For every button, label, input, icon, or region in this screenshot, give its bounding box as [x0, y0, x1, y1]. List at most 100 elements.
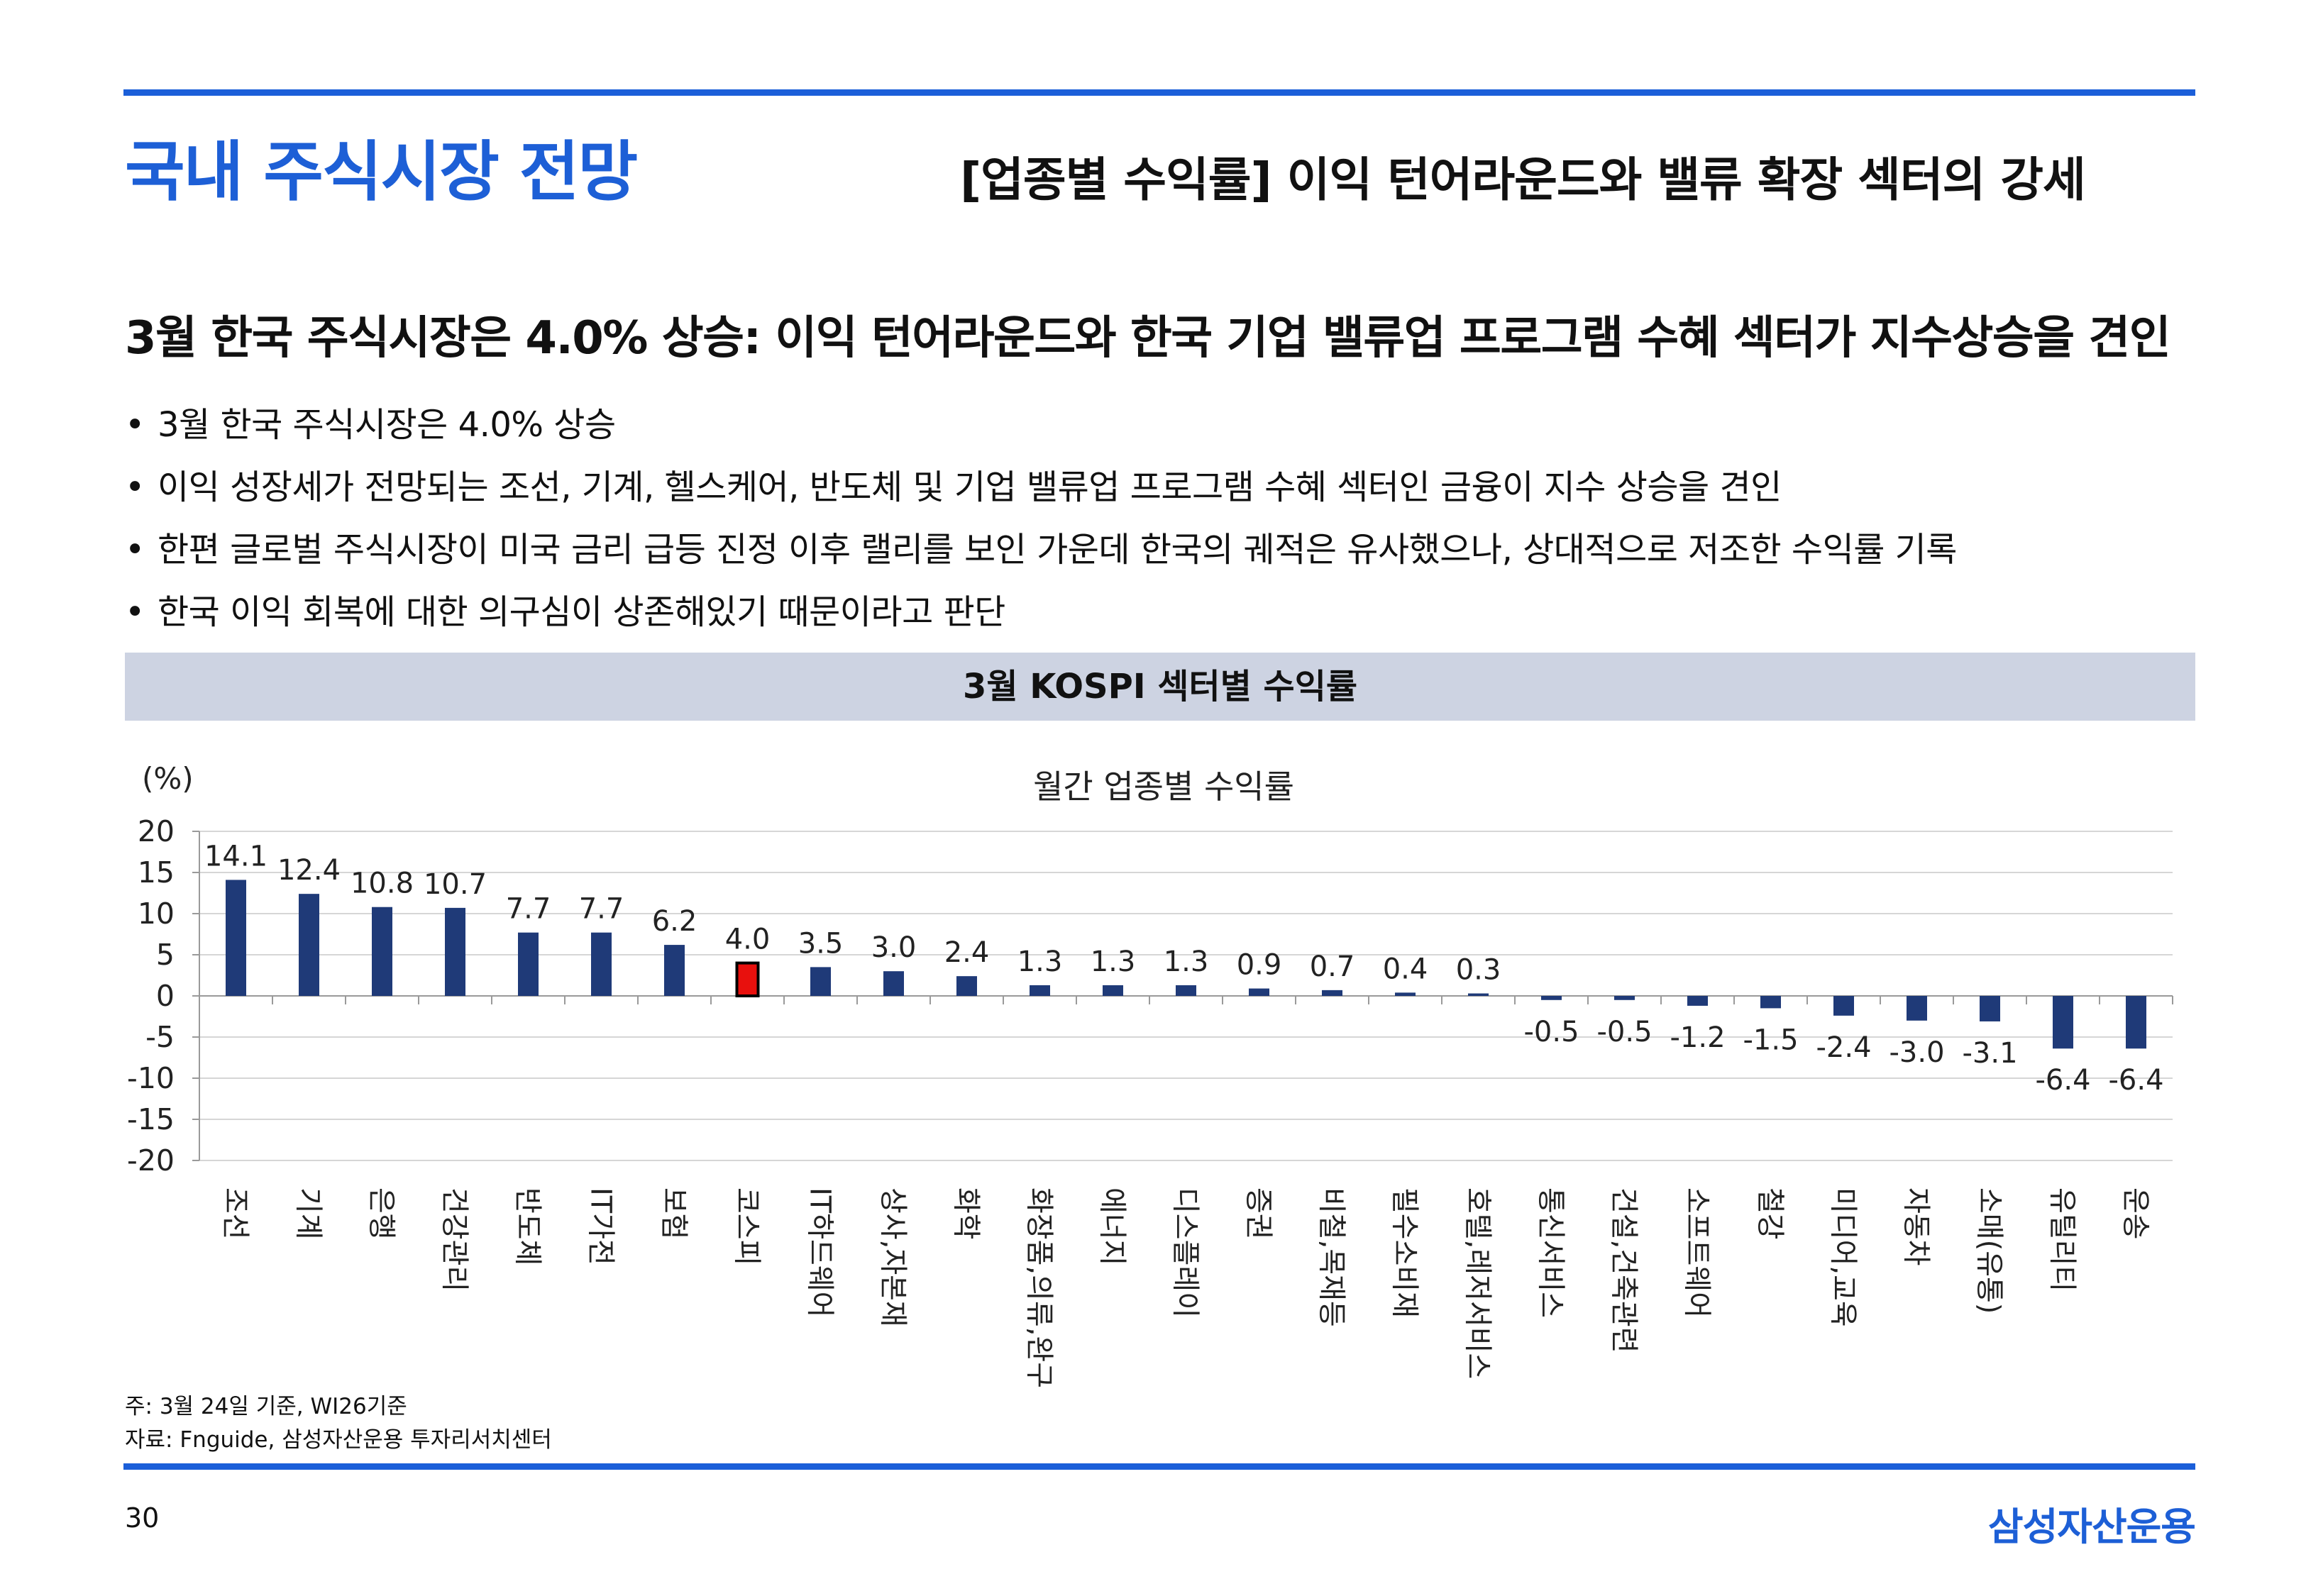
- page-number: 30: [125, 1502, 160, 1534]
- y-tick-label: -20: [127, 1143, 175, 1177]
- category-label: 호텔,레저서비스: [1462, 1187, 1494, 1379]
- data-label: -6.4: [2108, 1064, 2163, 1097]
- data-label: 10.7: [424, 868, 487, 901]
- bullet-list: 3월 한국 주식시장은 4.0% 상승 이익 성장세가 전망되는 조선, 기계,…: [125, 394, 1957, 643]
- notes: 주: 3월 24일 기준, WI26기준 자료: Fnguide, 삼성자산운용…: [125, 1390, 552, 1457]
- category-label: 조선: [219, 1187, 252, 1240]
- data-label: 14.1: [204, 840, 267, 872]
- bar-보험: [664, 945, 685, 996]
- bullet-item: 한국 이익 회복에 대한 의구심이 상존해있기 때문이라고 판단: [125, 581, 1957, 643]
- bar-비철,목재등: [1322, 990, 1342, 996]
- brand-logo-text: 삼성자산운용: [1987, 1504, 2196, 1549]
- bar-소프트웨어: [1687, 996, 1708, 1006]
- category-label: 상사,자본재: [877, 1187, 910, 1327]
- headline: 3월 한국 주식시장은 4.0% 상승: 이익 턴어라운드와 한국 기업 밸류업…: [125, 312, 2171, 365]
- chart-header: 3월 KOSPI 섹터별 수익률: [125, 653, 2195, 721]
- bullet-item: 한편 글로벌 주식시장이 미국 금리 급등 진정 이후 랠리를 보인 가운데 한…: [125, 519, 1957, 581]
- category-label: 건강관리: [438, 1187, 471, 1292]
- y-tick-label: 10: [138, 897, 175, 931]
- data-label: -0.5: [1523, 1016, 1579, 1048]
- category-label: 증권: [1242, 1187, 1275, 1240]
- data-label: -3.1: [1962, 1037, 2017, 1070]
- data-label: -3.0: [1889, 1036, 1944, 1069]
- bar-조선: [226, 880, 246, 996]
- chart-title: 월간 업종별 수익률: [1033, 767, 1294, 806]
- bottom-rule: [123, 1463, 2195, 1470]
- note-basis: 주: 3월 24일 기준, WI26기준: [125, 1394, 407, 1419]
- bar-필수소비재: [1395, 992, 1416, 996]
- bar-디스플레이: [1176, 985, 1196, 996]
- data-label: 2.4: [944, 936, 990, 969]
- bar-건설,건축관련: [1614, 996, 1635, 1000]
- data-label: 7.7: [506, 893, 551, 926]
- category-label: 자동차: [1900, 1187, 1933, 1265]
- category-label: 필수소비재: [1389, 1187, 1421, 1318]
- category-label: 통신서비스: [1535, 1187, 1567, 1318]
- bar-IT하드웨어: [810, 967, 831, 996]
- category-label: 미디어,교육: [1827, 1187, 1860, 1327]
- bar-유틸리티: [2053, 996, 2073, 1049]
- bar-반도체: [518, 932, 539, 996]
- data-label: 0.9: [1237, 949, 1282, 982]
- top-rule: [123, 89, 2195, 96]
- data-label: 3.5: [798, 927, 844, 960]
- category-label: 에너지: [1096, 1187, 1129, 1265]
- bar-화장품,의류,완구: [1030, 985, 1050, 996]
- y-axis-unit-label: (%): [142, 761, 194, 796]
- category-label: 은행: [365, 1187, 398, 1240]
- bar-기계: [299, 894, 319, 996]
- bar-호텔,레저서비스: [1468, 993, 1489, 996]
- bar-미디어,교육: [1833, 996, 1854, 1016]
- data-label: -1.2: [1670, 1021, 1725, 1054]
- bar-상사,자본재: [883, 971, 904, 996]
- category-label: 유틸리티: [2046, 1187, 2079, 1292]
- y-tick-label: 20: [138, 814, 175, 848]
- data-label: -0.5: [1596, 1016, 1652, 1048]
- section-title: 국내 주식시장 전망: [125, 134, 638, 210]
- category-label: 화장품,의류,완구: [1023, 1187, 1056, 1388]
- y-tick-label: -15: [127, 1102, 175, 1136]
- data-label: 0.7: [1310, 951, 1355, 983]
- y-tick-label: 15: [138, 855, 175, 890]
- category-label: 철강: [1754, 1187, 1787, 1240]
- bar-자동차: [1907, 996, 1927, 1021]
- category-label: 기계: [292, 1187, 325, 1240]
- category-label: 소매(유통): [1973, 1187, 2006, 1314]
- data-label: 6.2: [652, 905, 697, 938]
- data-label: 1.3: [1091, 946, 1136, 978]
- category-label: 비철,목재등: [1315, 1187, 1348, 1327]
- data-label: -2.4: [1816, 1031, 1871, 1064]
- bullet-item: 이익 성장세가 전망되는 조선, 기계, 헬스케어, 반도체 및 기업 밸류업 …: [125, 456, 1957, 519]
- bar-증권: [1249, 988, 1269, 996]
- category-label: 운송: [2119, 1187, 2152, 1240]
- data-label: 3.0: [871, 931, 917, 964]
- data-label: 0.3: [1456, 954, 1501, 987]
- data-label: 4.0: [725, 924, 771, 956]
- bar-IT가전: [591, 932, 612, 996]
- bar-코스피: [735, 961, 760, 997]
- data-label: -6.4: [2035, 1064, 2090, 1097]
- category-label: 화학: [950, 1187, 983, 1240]
- bar-화학: [956, 976, 977, 996]
- bar-에너지: [1103, 985, 1123, 996]
- y-tick-label: -5: [145, 1020, 175, 1054]
- data-label: 12.4: [277, 854, 341, 887]
- y-tick-label: 0: [156, 979, 175, 1013]
- category-label: 보험: [658, 1187, 690, 1240]
- bar-운송: [2126, 996, 2146, 1049]
- data-label: 1.3: [1164, 946, 1209, 978]
- y-tick-label: 5: [156, 938, 175, 972]
- bar-통신서비스: [1541, 996, 1562, 1000]
- data-label: 7.7: [579, 893, 624, 926]
- bar-건강관리: [445, 907, 465, 996]
- category-label: 소프트웨어: [1681, 1187, 1714, 1318]
- data-label: 1.3: [1017, 946, 1063, 978]
- y-tick-label: -10: [127, 1061, 175, 1095]
- bar-은행: [372, 907, 392, 996]
- note-source: 자료: Fnguide, 삼성자산운용 투자리서치센터: [125, 1427, 552, 1453]
- page-subtitle: [업종별 수익률] 이익 턴어라운드와 밸류 확장 섹터의 강세: [960, 153, 2086, 207]
- data-label: 0.4: [1383, 953, 1428, 985]
- bar-철강: [1760, 996, 1781, 1009]
- bar-소매(유통): [1980, 996, 2000, 1021]
